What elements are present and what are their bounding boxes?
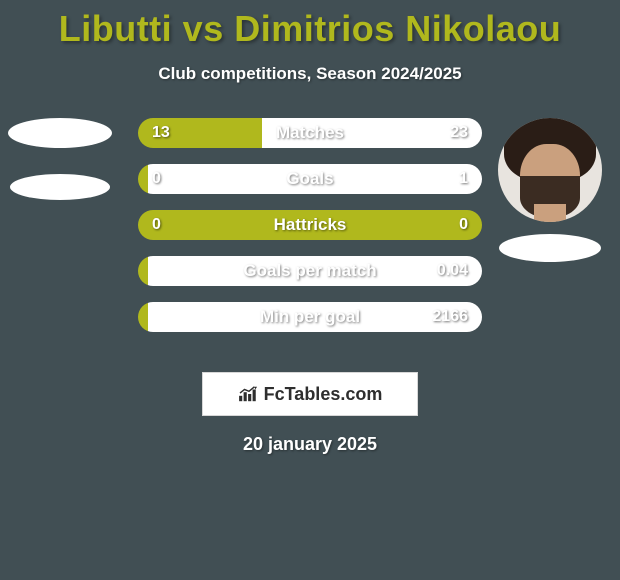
logo-text: FcTables.com: [264, 384, 383, 405]
subtitle: Club competitions, Season 2024/2025: [0, 64, 620, 84]
team-badge-placeholder: [10, 174, 110, 200]
logo-icon: [238, 385, 260, 403]
comparison-chart: Matches1323 Goals01 Hattricks00 Goals per m…: [0, 118, 620, 378]
page-title: Libutti vs Dimitrios Nikolaou: [0, 0, 620, 50]
stat-bar: Min per goal2166: [138, 302, 482, 332]
bar-right-segment: [262, 118, 482, 148]
player-left-block: [0, 118, 120, 200]
date-line: 20 january 2025: [0, 434, 620, 455]
bar-left-segment: [138, 210, 482, 240]
bar-left-segment: [138, 118, 262, 148]
player-right-block: [490, 118, 610, 262]
source-logo: FcTables.com: [202, 372, 418, 416]
stat-bar: Goals01: [138, 164, 482, 194]
bar-right-segment: [148, 164, 482, 194]
stat-bar: Hattricks00: [138, 210, 482, 240]
bar-left-segment: [138, 302, 148, 332]
avatar-placeholder: [8, 118, 112, 148]
bar-right-segment: [148, 256, 482, 286]
stat-bar: Goals per match0.04: [138, 256, 482, 286]
avatar: [498, 118, 602, 222]
bar-left-segment: [138, 164, 148, 194]
bar-left-segment: [138, 256, 148, 286]
stat-bar: Matches1323: [138, 118, 482, 148]
team-badge-placeholder: [499, 234, 601, 262]
bar-right-segment: [148, 302, 482, 332]
